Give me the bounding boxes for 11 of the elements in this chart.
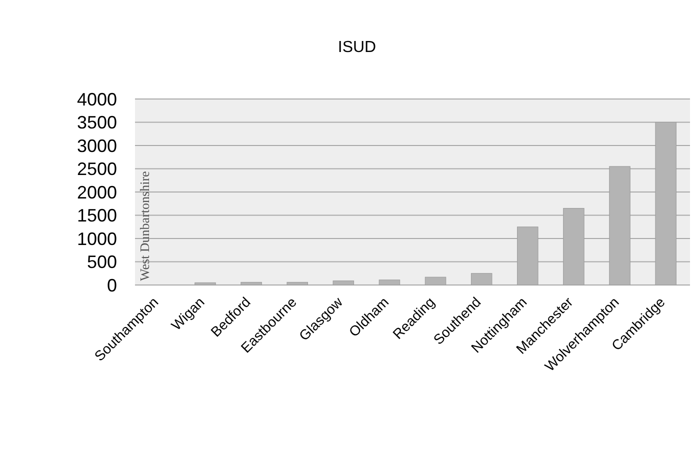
y-tick-label: 3000 (76, 136, 117, 156)
y-tick-label: 2000 (76, 182, 117, 202)
y-tick-label: 500 (86, 252, 117, 272)
y-tick-label: 3500 (76, 112, 117, 133)
y-tick-label: 0 (106, 275, 117, 296)
y-tick-label: 1500 (76, 206, 117, 226)
annotation: West Dunbartonshire (137, 170, 152, 281)
y-tick-label: 1000 (76, 228, 117, 249)
chart-title: ISUD (338, 39, 376, 56)
y-tick-label: 4000 (76, 89, 117, 110)
y-tick-label: 2500 (76, 159, 117, 180)
